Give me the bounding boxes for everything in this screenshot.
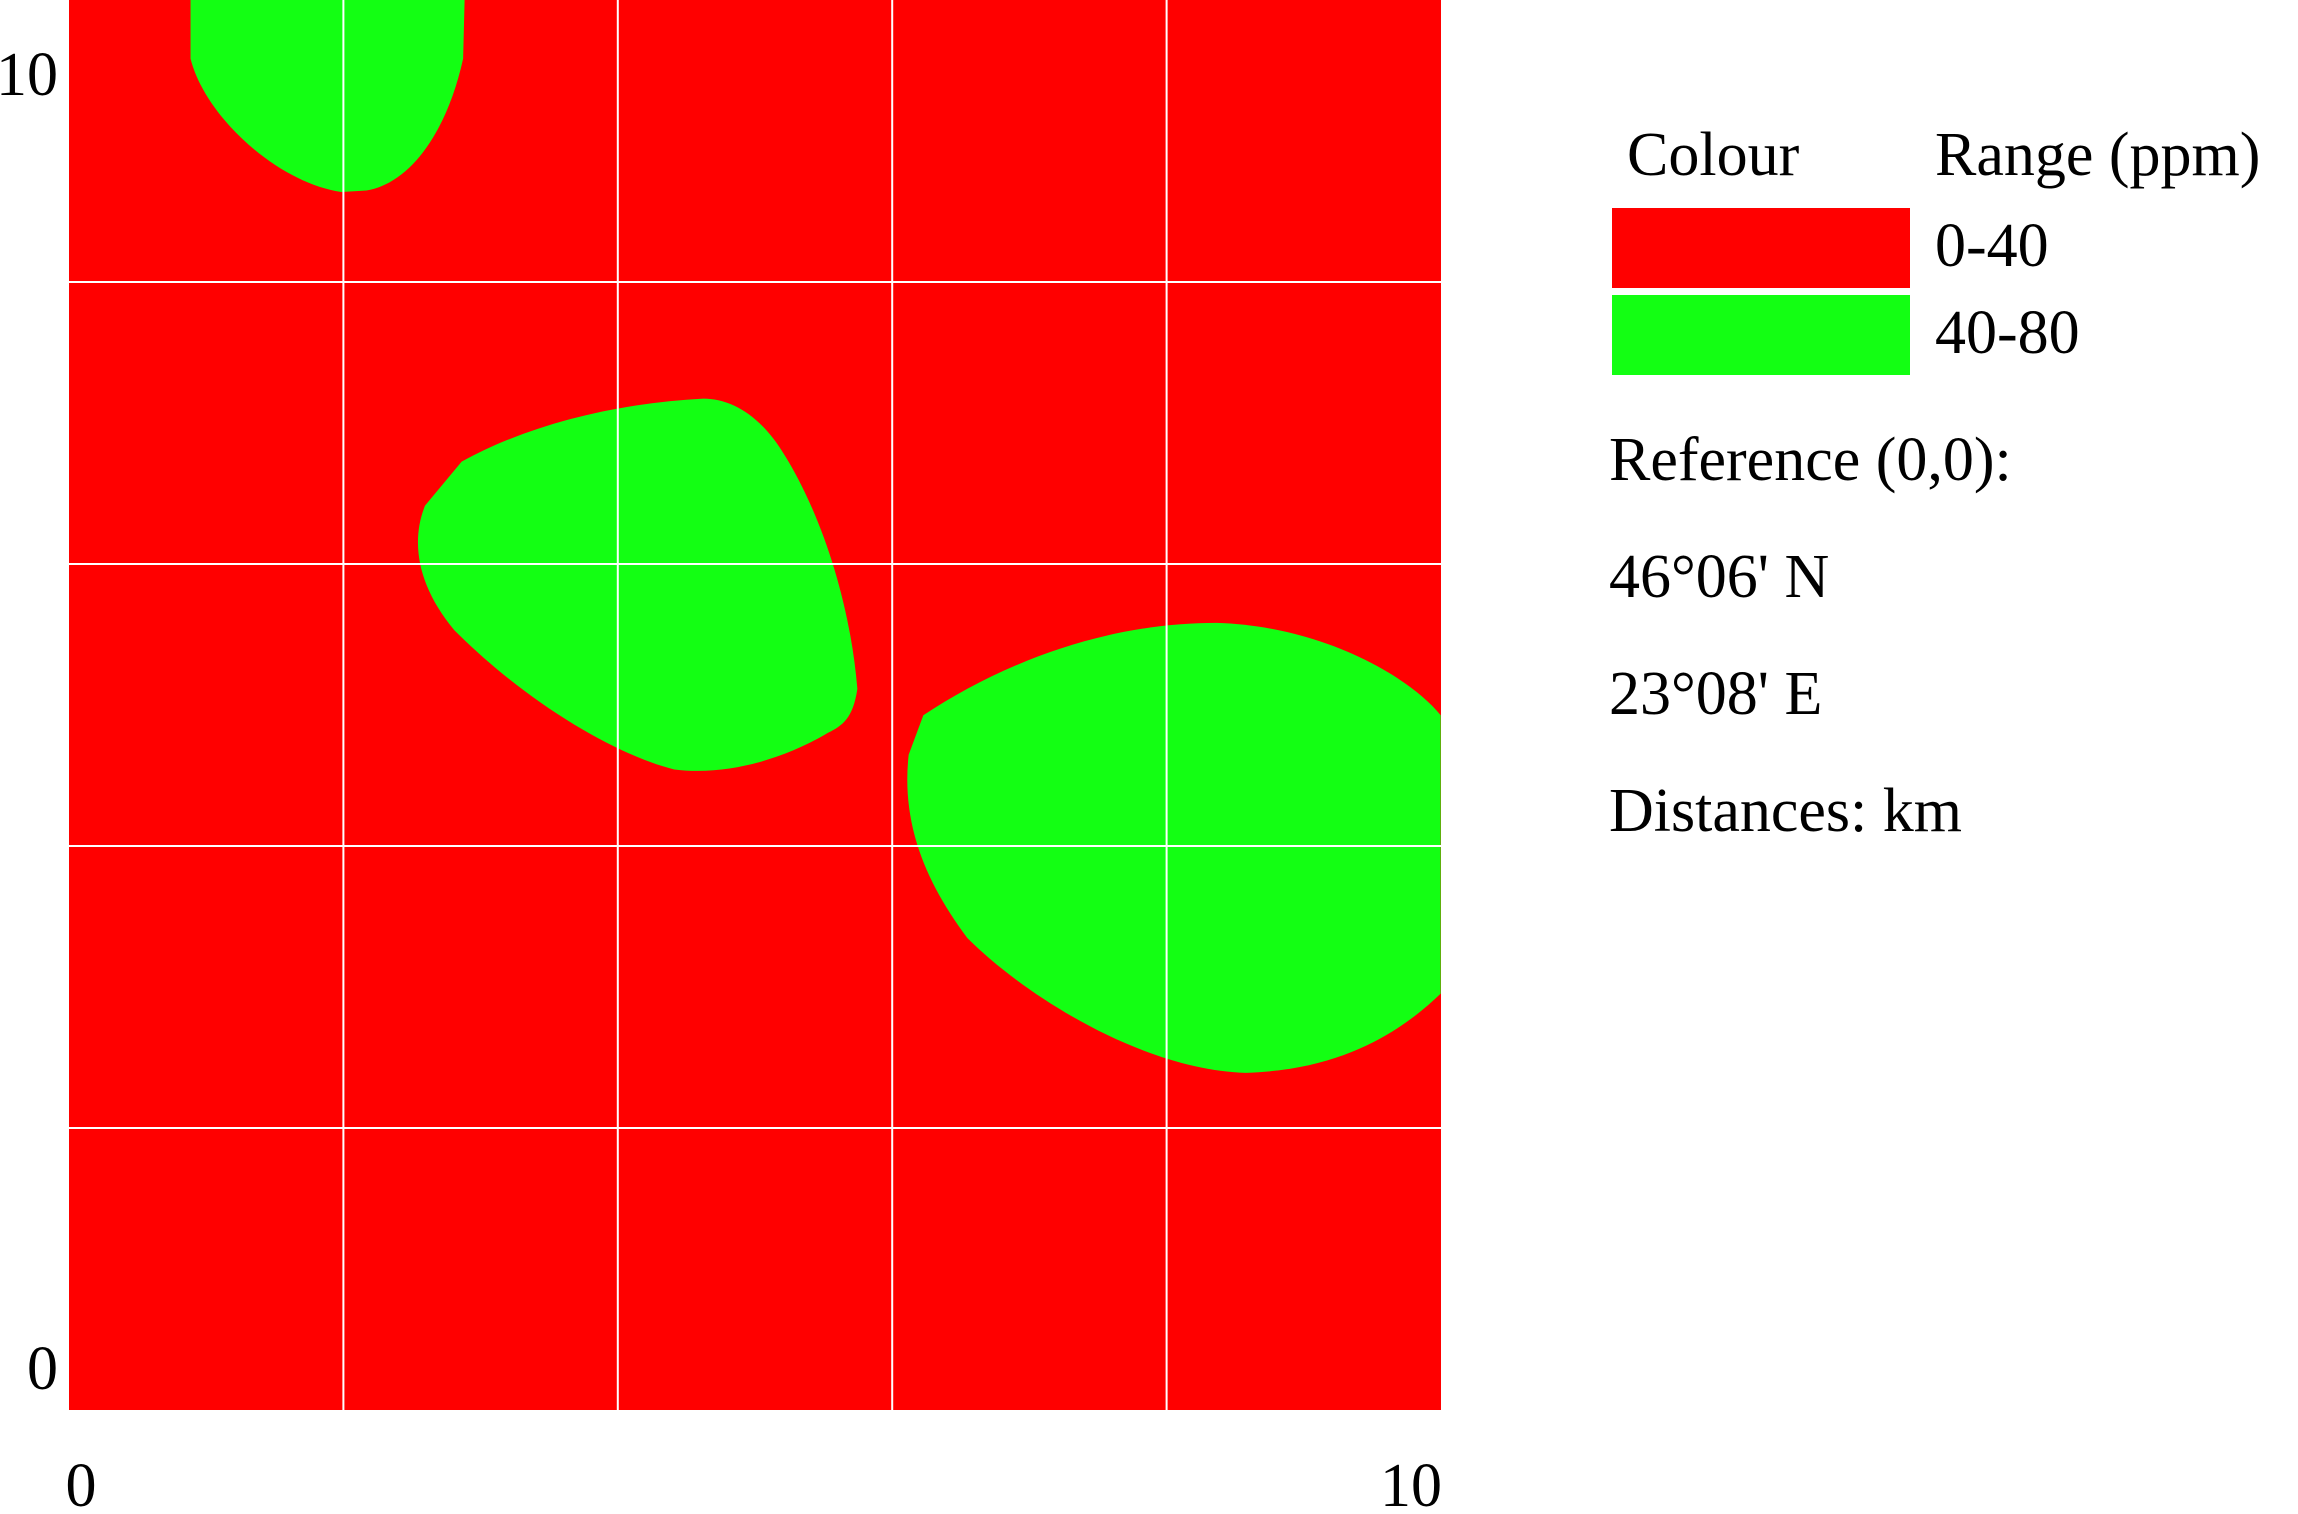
- legend-range: 40-80: [1935, 299, 2080, 367]
- legend-swatch: [1612, 208, 1910, 288]
- region: [190, 0, 465, 192]
- x-tick-label: 10: [1380, 1452, 1442, 1514]
- note: Reference (0,0):: [1609, 426, 2012, 494]
- legend-swatch: [1612, 295, 1910, 375]
- note: 23°08' E: [1609, 660, 1822, 728]
- legend-header: Colour: [1627, 121, 1800, 189]
- region: [417, 398, 858, 771]
- grid: [69, 0, 1441, 1410]
- note: 46°06' N: [1609, 543, 1829, 611]
- legend-range: 0-40: [1935, 212, 2049, 280]
- region: [907, 622, 1441, 1073]
- note: Distances: km: [1609, 777, 1962, 845]
- y-tick-label: 0: [27, 1335, 58, 1403]
- y-tick-label: 10: [0, 41, 58, 109]
- legend-header: Range (ppm): [1935, 121, 2260, 189]
- x-tick-label: 0: [66, 1452, 97, 1514]
